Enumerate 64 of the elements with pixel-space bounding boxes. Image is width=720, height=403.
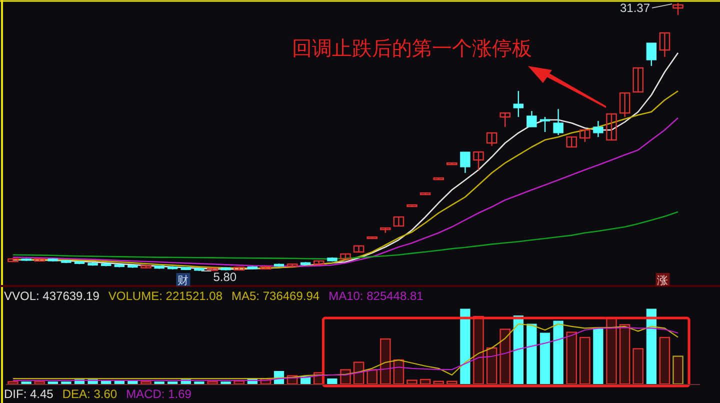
bar — [513, 316, 524, 384]
bar — [486, 347, 498, 385]
candlestick — [353, 245, 364, 253]
bar — [34, 381, 45, 385]
bar — [61, 382, 72, 384]
candlestick — [513, 90, 524, 118]
bar — [593, 328, 604, 384]
bar — [8, 381, 18, 385]
candlestick — [500, 112, 510, 128]
bar — [646, 308, 656, 384]
bar — [632, 348, 644, 385]
candlestick — [486, 132, 498, 147]
text: MA5: 736469.94 — [232, 289, 320, 303]
bar — [526, 324, 537, 384]
bar — [553, 320, 564, 384]
annotation: 5.80 — [213, 270, 237, 284]
candlestick — [646, 42, 656, 67]
bar — [168, 382, 178, 384]
annotation: 31.37 — [620, 0, 650, 15]
bar — [580, 336, 590, 385]
candlestick — [526, 110, 537, 128]
candlestick — [393, 216, 404, 227]
bar — [154, 382, 164, 384]
bar — [659, 336, 670, 385]
candlestick — [606, 113, 617, 141]
bar — [366, 369, 378, 385]
bar — [540, 332, 550, 384]
text: VVOL: 437639.19 — [4, 289, 100, 303]
text: MA10: 825448.81 — [328, 289, 424, 303]
bar — [500, 328, 510, 385]
bar — [194, 382, 204, 384]
text: MACD: 1.69 — [126, 387, 192, 401]
bar — [672, 356, 684, 385]
annotation: 涨 — [657, 275, 668, 287]
candlestick — [473, 151, 484, 171]
candlestick — [540, 116, 550, 133]
bar — [327, 378, 338, 384]
text: VOLUME: 221521.08 — [108, 289, 223, 303]
bar — [406, 380, 418, 385]
candlestick — [619, 92, 630, 118]
annotation: 财 — [178, 274, 189, 287]
bar — [128, 380, 138, 384]
bar — [48, 382, 58, 384]
bar — [21, 382, 32, 384]
candlestick — [580, 129, 590, 143]
bar — [380, 338, 391, 385]
bar — [619, 324, 630, 385]
bar — [606, 317, 617, 385]
candlestick — [632, 67, 644, 93]
bar — [460, 308, 470, 384]
text: DEA: 3.60 — [62, 387, 118, 401]
candlestick — [672, 2, 684, 16]
candlestick — [553, 108, 564, 136]
bar — [473, 316, 484, 385]
bar — [140, 381, 152, 385]
bar — [207, 381, 218, 385]
candlestick — [460, 151, 470, 174]
candlestick — [659, 32, 670, 58]
annotation: 回调止跌后的第一个涨停板 — [292, 38, 532, 60]
bar — [220, 382, 231, 384]
bar — [566, 332, 577, 385]
text: DIF: 4.45 — [4, 387, 54, 401]
candlestick — [593, 120, 604, 138]
candlestick — [566, 136, 577, 148]
